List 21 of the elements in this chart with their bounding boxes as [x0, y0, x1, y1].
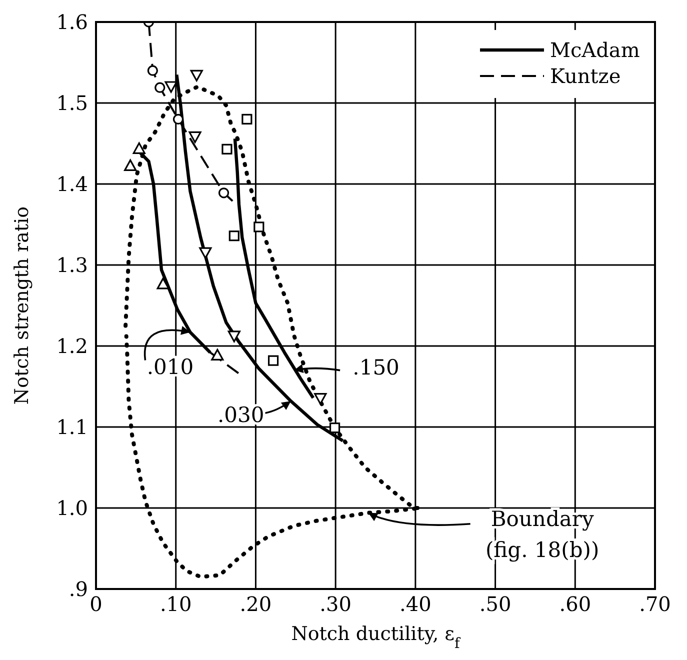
legend-label: Kuntze: [550, 64, 621, 88]
y-tick-label: 1.6: [56, 10, 88, 34]
annotation: .150: [352, 355, 400, 380]
x-tick-label: .10: [160, 592, 192, 616]
y-tick-label: 1.3: [56, 253, 88, 278]
y-tick-label: 1.1: [56, 415, 88, 440]
x-tick-label: .20: [240, 592, 272, 616]
x-tick-label: .70: [639, 592, 671, 616]
y-tick-label: 1.2: [56, 334, 88, 358]
x-tick-label: 0: [90, 592, 102, 616]
x-tick-label: .40: [400, 592, 432, 616]
x-tick-label: .50: [479, 592, 512, 616]
y-tick-label: 1.0: [56, 496, 88, 520]
y-axis-title: Notch strength ratio: [11, 206, 33, 405]
x-tick-label: .60: [559, 592, 592, 616]
legend-label: McAdam: [550, 38, 640, 62]
y-tick-label: .9: [68, 577, 88, 602]
y-tick-label: 1.4: [56, 172, 88, 196]
x-tick-label: .30: [320, 592, 352, 616]
y-tick-label: 1.5: [56, 91, 88, 116]
x-axis-title: Notch ductility, ε$_{f}$: [291, 623, 462, 652]
